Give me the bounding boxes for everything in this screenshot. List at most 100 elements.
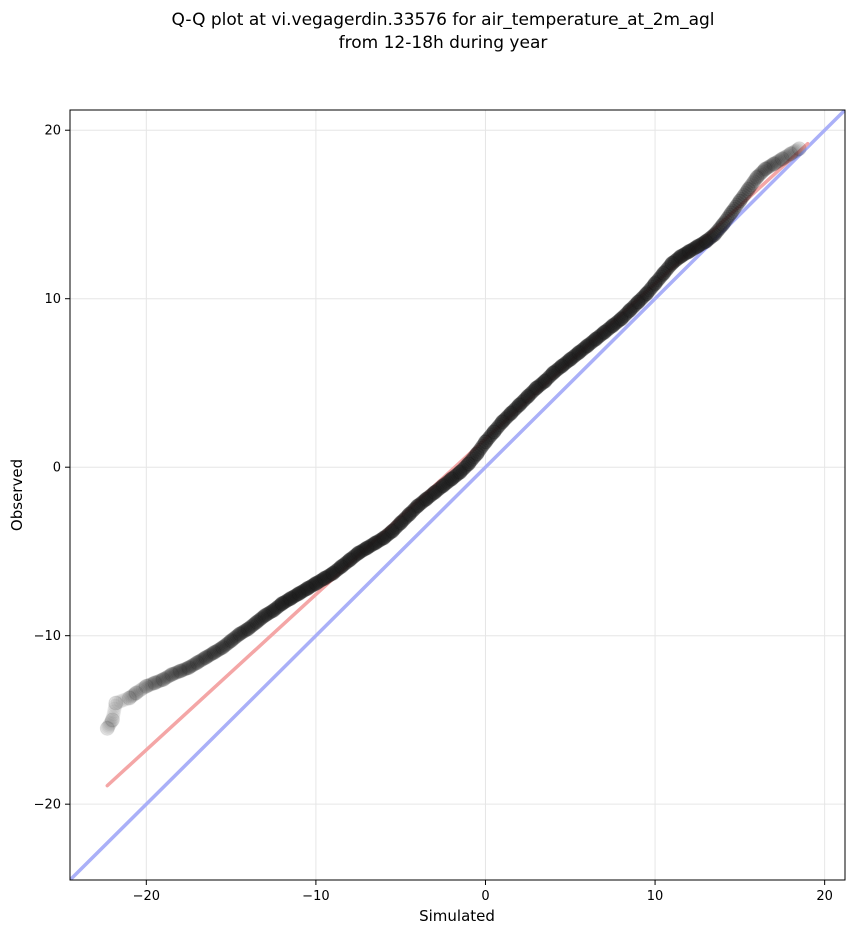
quantile-point xyxy=(636,289,651,304)
quantile-point xyxy=(365,537,380,552)
quantile-point xyxy=(320,569,335,584)
quantile-point xyxy=(478,434,493,449)
quantile-point xyxy=(423,488,438,503)
quantile-point xyxy=(540,371,555,386)
quantile-point xyxy=(195,652,210,667)
quantile-point xyxy=(437,477,452,492)
chart-title-line-2: from 12-18h during year xyxy=(339,33,548,53)
quantile-point xyxy=(191,654,206,669)
quantile-point xyxy=(332,560,347,575)
quantile-point xyxy=(464,453,479,468)
quantile-point xyxy=(577,341,592,356)
quantile-point xyxy=(597,325,612,340)
quantile-point xyxy=(756,163,771,178)
quantile-point xyxy=(762,159,777,174)
grid-layer xyxy=(70,110,845,880)
quantile-point xyxy=(556,357,571,372)
quantile-point xyxy=(628,297,643,312)
quantile-point xyxy=(656,265,672,281)
quantile-point xyxy=(101,719,116,734)
quantile-point xyxy=(718,213,733,228)
quantile-point xyxy=(563,352,578,367)
quantile-point xyxy=(304,578,319,593)
quantile-point xyxy=(194,653,209,668)
quantile-point xyxy=(503,406,518,421)
quantile-point xyxy=(327,565,342,580)
quantile-point xyxy=(513,396,528,411)
quantile-point xyxy=(104,714,119,729)
quantile-point xyxy=(508,402,523,417)
quantile-point xyxy=(708,225,723,240)
quantile-point xyxy=(426,486,441,501)
quantile-point xyxy=(232,626,248,642)
quantile-point xyxy=(780,148,795,163)
quantile-point xyxy=(324,567,339,582)
quantile-point xyxy=(403,505,418,520)
quantile-point xyxy=(672,250,687,265)
quantile-point xyxy=(789,143,804,158)
quantile-point xyxy=(406,503,421,518)
quantile-point xyxy=(581,337,596,352)
quantile-point xyxy=(269,601,284,616)
quantile-point xyxy=(779,149,794,164)
quantile-point xyxy=(550,362,565,377)
quantile-point xyxy=(386,522,401,537)
quantile-point xyxy=(763,158,778,173)
quantile-point xyxy=(393,515,409,531)
quantile-point xyxy=(612,313,627,328)
quantile-point xyxy=(633,292,648,307)
x-tick-label: −10 xyxy=(302,889,329,904)
quantile-point xyxy=(502,407,517,422)
quantile-point xyxy=(571,345,587,361)
quantile-point xyxy=(749,169,765,185)
x-tick-label: 20 xyxy=(816,889,833,904)
quantile-point xyxy=(602,320,617,335)
quantile-point xyxy=(180,661,195,676)
quantile-point xyxy=(774,151,790,167)
quantile-point xyxy=(667,254,682,269)
quantile-point xyxy=(135,681,150,696)
quantile-point xyxy=(482,429,497,444)
quantile-point xyxy=(479,433,494,448)
quantile-point xyxy=(662,259,677,274)
quantile-point xyxy=(171,664,186,679)
quantile-point xyxy=(544,367,559,382)
quantile-point xyxy=(143,677,158,692)
quantile-point xyxy=(462,455,477,470)
quantile-point xyxy=(448,468,463,483)
quantile-point xyxy=(613,311,629,327)
quantile-point xyxy=(686,242,701,257)
quantile-point xyxy=(749,170,764,185)
quantile-point xyxy=(590,331,605,346)
quantile-point xyxy=(472,442,487,457)
x-axis-label: Simulated xyxy=(419,907,495,925)
quantile-point xyxy=(727,201,742,216)
quantile-point xyxy=(687,241,702,256)
quantile-point xyxy=(382,526,397,541)
quantile-point xyxy=(223,633,239,649)
quantile-point xyxy=(494,414,510,430)
quantile-point xyxy=(616,309,631,324)
quantile-point xyxy=(748,172,763,187)
quantile-point xyxy=(742,180,757,195)
quantile-point xyxy=(554,358,570,374)
chart-title-line-1: Q-Q plot at vi.vegagerdin.33576 for air_… xyxy=(171,10,714,30)
quantile-point xyxy=(207,645,222,660)
quantile-point xyxy=(470,446,485,461)
quantile-point xyxy=(132,683,147,698)
quantile-point xyxy=(270,600,285,615)
y-tick-label: −10 xyxy=(34,629,61,644)
quantile-point xyxy=(655,268,670,283)
quantile-point xyxy=(573,344,588,359)
quantile-point xyxy=(368,536,383,551)
quantile-point xyxy=(700,233,715,248)
quantile-point xyxy=(161,669,176,684)
quantile-point xyxy=(543,368,558,383)
quantile-point xyxy=(379,528,394,543)
quantile-point xyxy=(342,552,357,567)
quantile-point xyxy=(211,643,226,658)
quantile-point xyxy=(609,315,624,330)
quantile-point xyxy=(601,322,616,337)
quantile-point xyxy=(123,690,138,705)
quantile-point xyxy=(751,168,766,183)
